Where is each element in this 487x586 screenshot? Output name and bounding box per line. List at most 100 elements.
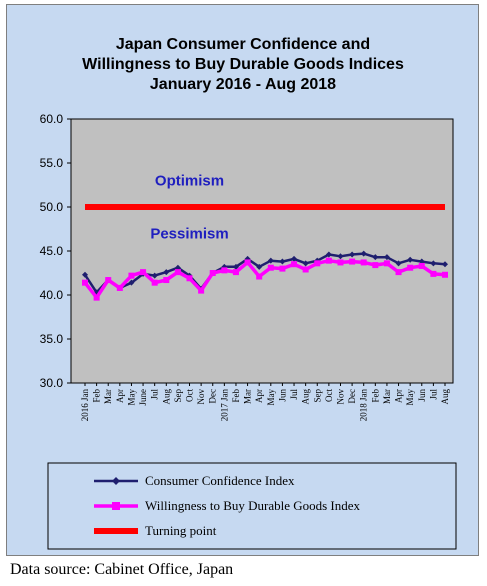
data-point-willingness-to-buy-durable-goods-index xyxy=(349,258,356,265)
data-point-consumer-confidence-index xyxy=(151,272,158,279)
data-point-consumer-confidence-index xyxy=(279,258,286,265)
data-point-consumer-confidence-index xyxy=(337,253,344,260)
chart-title-line: Japan Consumer Confidence and xyxy=(116,36,370,53)
data-point-consumer-confidence-index xyxy=(349,251,356,258)
data-point-willingness-to-buy-durable-goods-index xyxy=(163,277,170,284)
chart-frame: Japan Consumer Confidence and Willingness… xyxy=(6,4,479,556)
x-tick-label: Jun xyxy=(277,389,287,402)
x-tick-label: Feb xyxy=(370,389,380,403)
x-tick-label: Mar xyxy=(103,389,113,404)
data-point-willingness-to-buy-durable-goods-index xyxy=(116,284,123,291)
x-tick-label: May xyxy=(126,389,136,406)
data-point-willingness-to-buy-durable-goods-index xyxy=(93,294,100,301)
data-point-consumer-confidence-index xyxy=(383,254,390,261)
chart-svg: Japan Consumer Confidence and Willingness… xyxy=(40,36,457,550)
region-label-pessimism: Pessimism xyxy=(150,225,228,242)
series-layer xyxy=(82,204,448,301)
chart-title-line: Willingness to Buy Durable Goods Indices xyxy=(82,56,404,73)
x-tick-label: Dec xyxy=(208,389,218,404)
y-tick-label: 30.0 xyxy=(40,376,64,390)
x-tick-label: Jul xyxy=(289,389,299,400)
data-point-consumer-confidence-index xyxy=(128,279,135,286)
data-point-willingness-to-buy-durable-goods-index xyxy=(442,271,448,278)
data-point-willingness-to-buy-durable-goods-index xyxy=(325,257,332,264)
y-tick-label: 55.0 xyxy=(40,156,64,170)
data-point-willingness-to-buy-durable-goods-index xyxy=(128,272,135,279)
x-tick-label: May xyxy=(266,389,276,406)
x-tick-label: Aug xyxy=(301,389,311,405)
x-tick-label: Oct xyxy=(185,389,195,402)
x-tick-label: 2018 Jan xyxy=(359,389,369,422)
chart-title: Japan Consumer Confidence and Willingness… xyxy=(82,36,404,93)
data-point-willingness-to-buy-durable-goods-index xyxy=(267,264,274,271)
x-tick-label: Apr xyxy=(115,389,125,403)
y-axis: 30.0 35.0 40.0 45.0 50.0 55.0 60.0 xyxy=(40,112,71,390)
data-point-consumer-confidence-index xyxy=(232,263,239,270)
chart-title-line: January 2016 - Aug 2018 xyxy=(150,76,336,93)
data-source-note: Data source: Cabinet Office, Japan xyxy=(10,561,234,578)
y-tick-label: 35.0 xyxy=(40,332,64,346)
data-point-consumer-confidence-index xyxy=(291,255,298,262)
data-point-willingness-to-buy-durable-goods-index xyxy=(140,269,147,276)
x-tick-label: 2016 Jan xyxy=(80,389,90,422)
x-tick-label: Nov xyxy=(196,389,206,405)
data-point-consumer-confidence-index xyxy=(82,271,88,278)
data-point-willingness-to-buy-durable-goods-index xyxy=(82,279,88,286)
x-tick-label: Sep xyxy=(312,389,322,403)
x-tick-label: Feb xyxy=(231,389,241,403)
data-point-willingness-to-buy-durable-goods-index xyxy=(232,269,239,276)
data-point-consumer-confidence-index xyxy=(395,260,402,267)
legend-label-willingness-to-buy-durable-goods-index: Willingness to Buy Durable Goods Index xyxy=(145,498,361,513)
data-point-willingness-to-buy-durable-goods-index xyxy=(186,275,193,282)
x-tick-label: Mar xyxy=(243,389,253,404)
y-tick-label: 50.0 xyxy=(40,200,64,214)
x-tick-label: Oct xyxy=(324,389,334,402)
data-point-consumer-confidence-index xyxy=(407,256,414,263)
x-tick-label: Feb xyxy=(92,389,102,403)
y-tick-label: 45.0 xyxy=(40,244,64,258)
data-point-consumer-confidence-index xyxy=(256,263,263,270)
data-point-willingness-to-buy-durable-goods-index xyxy=(418,262,425,269)
legend-marker-consumer-confidence-index xyxy=(112,477,120,485)
data-point-consumer-confidence-index xyxy=(372,254,379,261)
data-point-willingness-to-buy-durable-goods-index xyxy=(360,259,367,266)
legend-label-consumer-confidence-index: Consumer Confidence Index xyxy=(145,473,295,488)
data-point-consumer-confidence-index xyxy=(430,260,437,267)
data-point-consumer-confidence-index xyxy=(163,269,170,276)
x-tick-label: Jun xyxy=(417,389,427,402)
legend: Consumer Confidence Index Willingness to … xyxy=(47,462,457,550)
data-point-willingness-to-buy-durable-goods-index xyxy=(151,279,158,286)
annotations: Optimism Pessimism xyxy=(150,173,228,243)
data-point-willingness-to-buy-durable-goods-index xyxy=(314,260,321,267)
data-point-willingness-to-buy-durable-goods-index xyxy=(256,273,263,280)
data-point-willingness-to-buy-durable-goods-index xyxy=(302,266,309,273)
data-point-willingness-to-buy-durable-goods-index xyxy=(383,260,390,267)
data-point-willingness-to-buy-durable-goods-index xyxy=(372,262,379,269)
x-tick-label: Aug xyxy=(440,389,450,405)
data-point-consumer-confidence-index xyxy=(325,251,332,258)
x-tick-label: Mar xyxy=(382,389,392,404)
x-tick-label: 2017 Jan xyxy=(219,389,229,422)
x-tick-label: Jul xyxy=(150,389,160,400)
x-tick-label: Jul xyxy=(428,389,438,400)
data-point-willingness-to-buy-durable-goods-index xyxy=(395,269,402,276)
x-axis: 2016 Jan Feb Mar Apr May June Jul Aug Sep Oct Nov D… xyxy=(80,383,450,421)
data-point-willingness-to-buy-durable-goods-index xyxy=(174,269,181,276)
data-point-consumer-confidence-index xyxy=(302,260,309,267)
data-point-consumer-confidence-index xyxy=(244,255,251,262)
data-point-willingness-to-buy-durable-goods-index xyxy=(221,267,228,274)
y-tick-label: 40.0 xyxy=(40,288,64,302)
x-tick-label: May xyxy=(405,389,415,406)
x-tick-label: Sep xyxy=(173,389,183,403)
data-point-willingness-to-buy-durable-goods-index xyxy=(407,264,414,271)
data-point-willingness-to-buy-durable-goods-index xyxy=(244,259,251,266)
data-point-consumer-confidence-index xyxy=(360,250,367,257)
data-point-willingness-to-buy-durable-goods-index xyxy=(279,265,286,272)
x-tick-label: Dec xyxy=(347,389,357,404)
x-tick-label: Apr xyxy=(254,389,264,403)
data-point-willingness-to-buy-durable-goods-index xyxy=(337,259,344,266)
data-point-willingness-to-buy-durable-goods-index xyxy=(209,270,216,276)
data-point-consumer-confidence-index xyxy=(442,261,448,268)
data-point-willingness-to-buy-durable-goods-index xyxy=(105,277,112,284)
y-tick-label: 60.0 xyxy=(40,112,64,126)
